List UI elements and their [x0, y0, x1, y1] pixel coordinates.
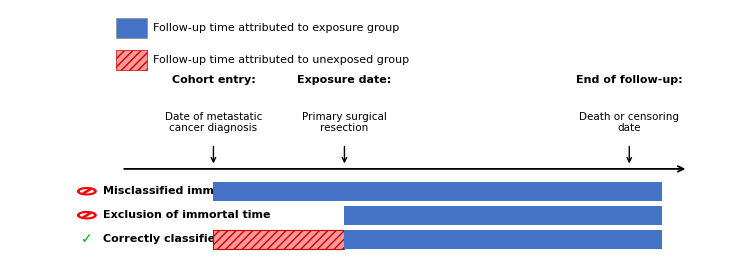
Text: Death or censoring
date: Death or censoring date: [579, 112, 679, 133]
Bar: [116, 18, 147, 38]
Text: Primary surgical
resection: Primary surgical resection: [302, 112, 387, 133]
Text: Follow-up time attributed to exposure group: Follow-up time attributed to exposure gr…: [153, 23, 400, 33]
Text: Cohort entry:: Cohort entry:: [171, 75, 255, 85]
Circle shape: [78, 188, 96, 194]
Bar: [213, 182, 662, 201]
Text: Exposure date:: Exposure date:: [297, 75, 392, 85]
Bar: [213, 230, 344, 249]
Text: Exclusion of immortal time: Exclusion of immortal time: [103, 210, 271, 220]
Circle shape: [78, 212, 96, 218]
Text: End of follow-up:: End of follow-up:: [576, 75, 682, 85]
Text: Date of metastatic
cancer diagnosis: Date of metastatic cancer diagnosis: [165, 112, 262, 133]
Text: ✓: ✓: [81, 232, 93, 246]
Bar: [344, 230, 662, 249]
Circle shape: [81, 213, 93, 217]
Circle shape: [81, 189, 93, 193]
Bar: [344, 206, 662, 225]
Text: Follow-up time attributed to unexposed group: Follow-up time attributed to unexposed g…: [153, 55, 409, 65]
Bar: [116, 50, 147, 70]
Text: Correctly classified immortal time: Correctly classified immortal time: [103, 234, 315, 244]
Text: Misclassified immortal time: Misclassified immortal time: [103, 186, 275, 196]
